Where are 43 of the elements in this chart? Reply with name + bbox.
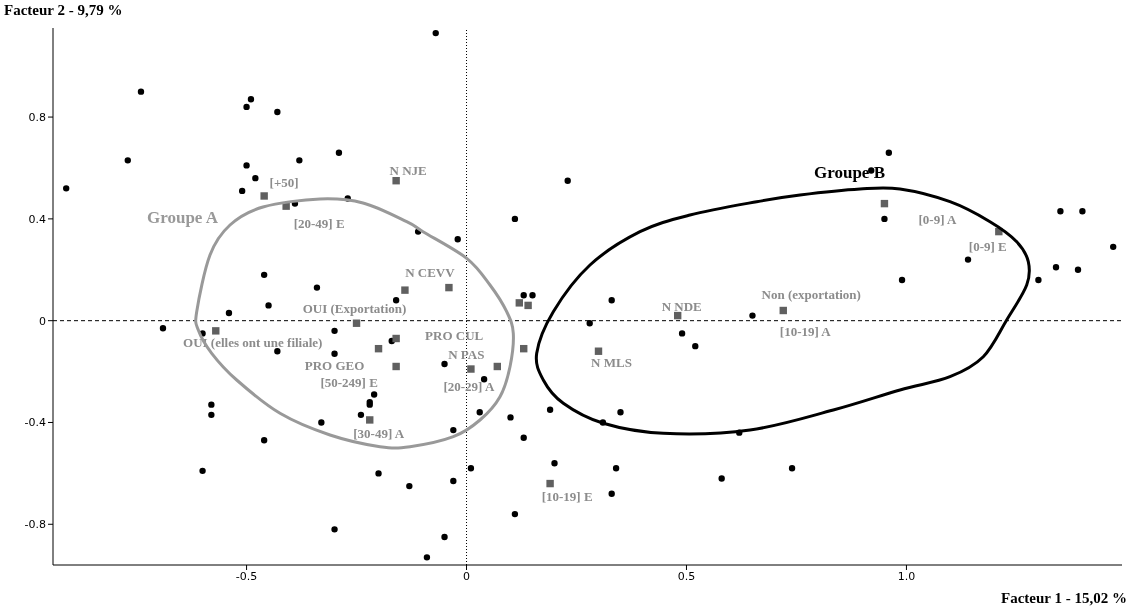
annotation: [20-49] E (293, 216, 345, 232)
y-axis-title: Facteur 2 - 9,79 % (4, 2, 123, 19)
point (392, 334, 400, 343)
annotation: OUI (Exportation) (302, 301, 407, 317)
annotation: N MLS (591, 355, 632, 371)
point (392, 176, 400, 185)
annotation: [30-49] A (353, 425, 405, 441)
annotation: [10-19] A (779, 324, 832, 340)
annotation: N PAS (448, 347, 485, 363)
annotation: PRO GEO (304, 357, 365, 373)
point (445, 283, 453, 292)
y-tick-label: 0.4 (28, 212, 46, 226)
annotation: [50-249] E (320, 375, 378, 391)
x-axis-title: Facteur 1 - 15,02 % (1001, 590, 1127, 607)
y-tick-label: -0.8 (24, 518, 46, 532)
annotation: [20-29] A (443, 379, 495, 395)
y-tick-label: 0 (39, 314, 46, 328)
y-tick-label: 0.8 (28, 110, 46, 124)
annotation: [0-9] E (968, 238, 1007, 254)
x-tick-label: 0 (463, 569, 471, 583)
point (467, 365, 475, 373)
x-tick-label: 1.0 (897, 569, 916, 583)
annotation: [10-19] E (541, 488, 593, 504)
annotation: N CEVV (405, 264, 456, 280)
point (401, 286, 409, 294)
point (546, 479, 554, 488)
annotation: Groupe B (814, 163, 886, 182)
annotation: PRO CUL (425, 328, 484, 344)
point (515, 299, 524, 307)
point (366, 416, 374, 424)
annotation: [+50] (269, 174, 299, 190)
annotation: N NJE (389, 162, 427, 178)
annotation: N NDE (661, 298, 702, 314)
x-tick-label: 0.5 (677, 569, 696, 583)
point (260, 192, 268, 200)
point (212, 327, 220, 335)
annotation: [0-9] A (918, 211, 957, 227)
x-tick-label: -0.5 (235, 569, 258, 583)
annotation: Groupe A (147, 208, 219, 227)
point (392, 362, 400, 371)
point (524, 301, 532, 310)
annotation: Non (exportation) (761, 287, 861, 303)
y-tick-label: -0.4 (24, 416, 46, 430)
